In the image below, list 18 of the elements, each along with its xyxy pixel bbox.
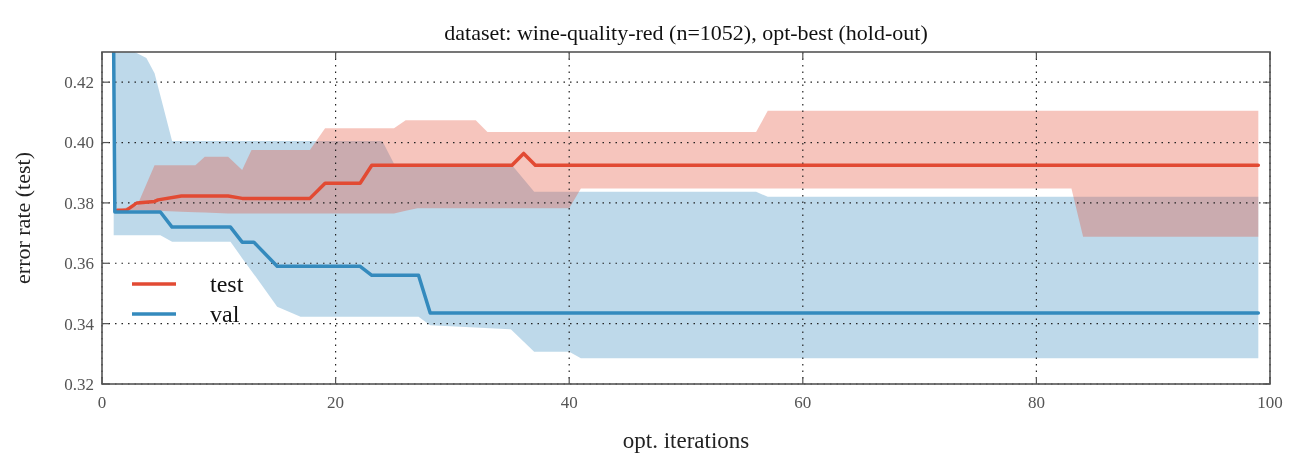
chart-title: dataset: wine-quality-red (n=1052), opt-best (hold-out) xyxy=(444,20,928,45)
y-axis-title: error rate (test) xyxy=(10,152,35,284)
line-series xyxy=(115,151,1261,212)
y-tick-label: 0.38 xyxy=(64,193,94,213)
x-tick-label: 100 xyxy=(1257,393,1283,412)
legend-label: val xyxy=(210,301,240,328)
y-tick-label: 0.36 xyxy=(64,254,94,274)
y-tick-label: 0.40 xyxy=(64,133,94,153)
y-tick-label: 0.34 xyxy=(64,314,95,334)
x-tick-label: 20 xyxy=(327,393,345,412)
x-tick-label: 0 xyxy=(97,393,107,412)
y-tick-label: 0.42 xyxy=(64,73,94,93)
x-tick-label: 60 xyxy=(794,393,812,412)
x-axis-title: opt. iterations xyxy=(622,428,750,453)
y-tick-label: 0.32 xyxy=(64,374,94,394)
x-tick-label: 40 xyxy=(560,393,578,412)
legend-label: test xyxy=(210,271,244,298)
x-tick-label: 80 xyxy=(1027,393,1045,412)
